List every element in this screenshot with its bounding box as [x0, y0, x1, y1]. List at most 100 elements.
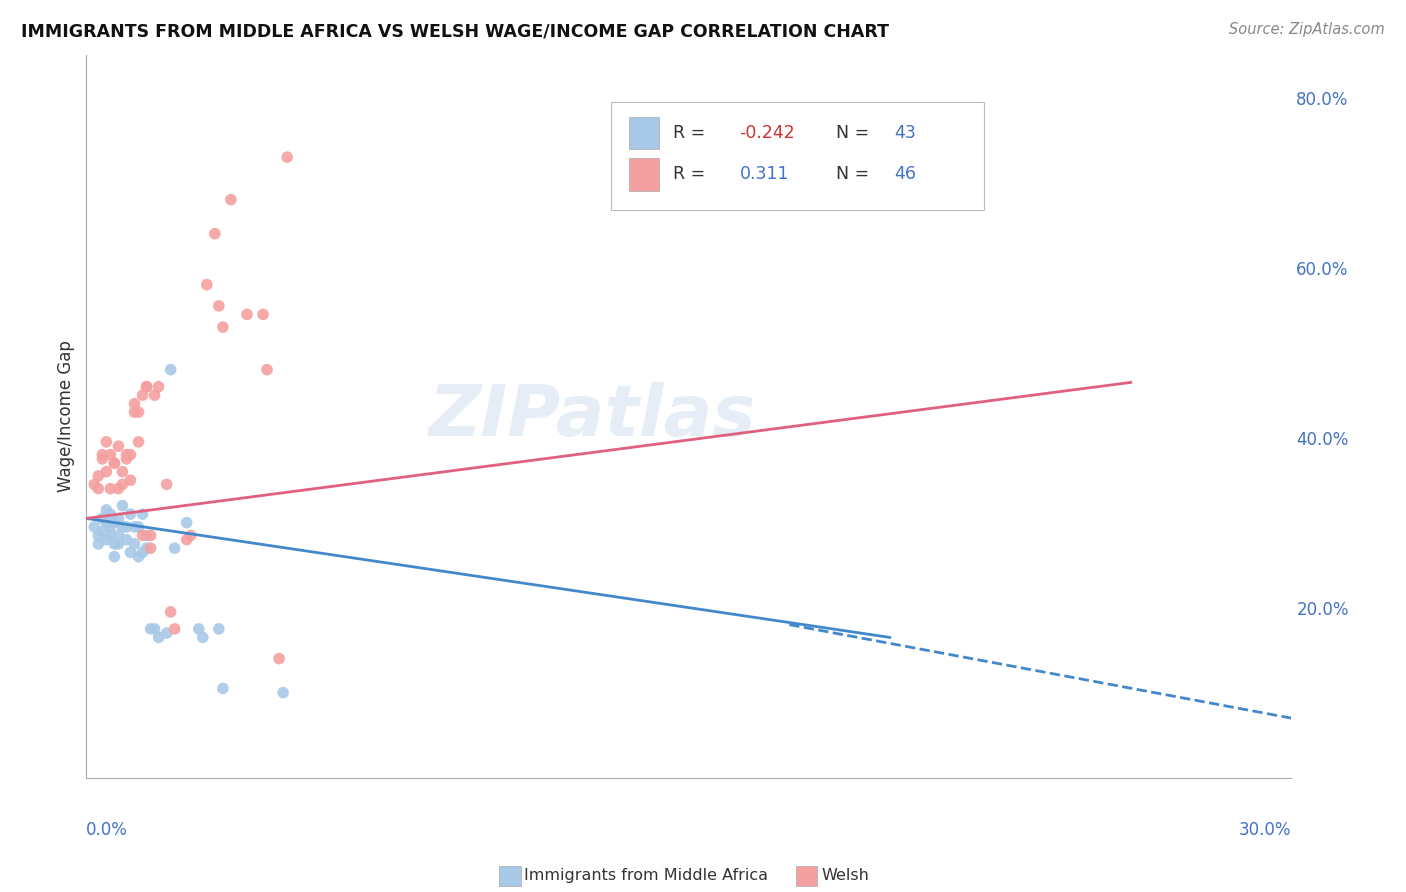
- Point: [115, 448, 138, 462]
- Text: 43: 43: [894, 124, 915, 142]
- Point: [91, 524, 114, 538]
- Point: [276, 150, 298, 164]
- Point: [111, 520, 134, 534]
- Point: [180, 528, 202, 542]
- Point: [143, 388, 166, 402]
- Point: [159, 362, 181, 376]
- Point: [163, 541, 186, 556]
- Text: Welsh: Welsh: [821, 869, 869, 883]
- Point: [96, 533, 118, 547]
- Point: [131, 507, 153, 521]
- Point: [83, 477, 105, 491]
- Point: [111, 465, 134, 479]
- Point: [107, 439, 129, 453]
- Point: [131, 545, 153, 559]
- Point: [236, 307, 259, 321]
- Point: [208, 299, 231, 313]
- Point: [87, 469, 110, 483]
- Point: [128, 434, 150, 449]
- Text: Source: ZipAtlas.com: Source: ZipAtlas.com: [1229, 22, 1385, 37]
- Point: [139, 622, 162, 636]
- Point: [212, 681, 235, 696]
- Point: [107, 528, 129, 542]
- Point: [128, 520, 150, 534]
- Y-axis label: Wage/Income Gap: Wage/Income Gap: [58, 341, 75, 492]
- Point: [96, 516, 118, 530]
- Point: [100, 448, 122, 462]
- Text: 46: 46: [894, 165, 915, 184]
- Point: [124, 537, 146, 551]
- Text: IMMIGRANTS FROM MIDDLE AFRICA VS WELSH WAGE/INCOME GAP CORRELATION CHART: IMMIGRANTS FROM MIDDLE AFRICA VS WELSH W…: [21, 22, 889, 40]
- FancyBboxPatch shape: [610, 102, 984, 211]
- Point: [120, 545, 142, 559]
- Point: [143, 622, 166, 636]
- Point: [204, 227, 226, 241]
- Point: [120, 448, 142, 462]
- Point: [176, 516, 198, 530]
- Point: [128, 549, 150, 564]
- FancyBboxPatch shape: [628, 117, 659, 150]
- Point: [131, 528, 153, 542]
- Point: [124, 520, 146, 534]
- Point: [135, 528, 157, 542]
- Point: [91, 451, 114, 466]
- Point: [100, 507, 122, 521]
- Point: [195, 277, 218, 292]
- Point: [271, 686, 294, 700]
- Point: [115, 520, 138, 534]
- Text: Immigrants from Middle Africa: Immigrants from Middle Africa: [524, 869, 769, 883]
- Point: [208, 622, 231, 636]
- Point: [103, 549, 125, 564]
- Point: [148, 631, 170, 645]
- Point: [212, 320, 235, 334]
- Point: [128, 405, 150, 419]
- Text: N =: N =: [837, 165, 875, 184]
- Point: [111, 477, 134, 491]
- Point: [83, 520, 105, 534]
- Point: [269, 651, 291, 665]
- Point: [156, 477, 179, 491]
- Point: [91, 511, 114, 525]
- Point: [135, 379, 157, 393]
- Text: N =: N =: [837, 124, 875, 142]
- Point: [176, 533, 198, 547]
- Point: [131, 388, 153, 402]
- Point: [100, 528, 122, 542]
- Point: [120, 473, 142, 487]
- Text: 0.0%: 0.0%: [86, 821, 128, 839]
- Point: [115, 451, 138, 466]
- Point: [91, 448, 114, 462]
- FancyBboxPatch shape: [628, 158, 659, 191]
- Point: [156, 626, 179, 640]
- Point: [100, 520, 122, 534]
- Text: R =: R =: [673, 124, 711, 142]
- Text: 0.311: 0.311: [740, 165, 789, 184]
- Point: [96, 465, 118, 479]
- Point: [252, 307, 274, 321]
- Point: [96, 503, 118, 517]
- Point: [87, 528, 110, 542]
- Point: [87, 537, 110, 551]
- Text: R =: R =: [673, 165, 711, 184]
- Point: [159, 605, 181, 619]
- Point: [107, 482, 129, 496]
- Point: [96, 434, 118, 449]
- Point: [187, 622, 209, 636]
- Text: 30.0%: 30.0%: [1239, 821, 1292, 839]
- Point: [191, 631, 214, 645]
- Text: ZIPatlas: ZIPatlas: [429, 382, 756, 450]
- Point: [256, 362, 278, 376]
- Text: -0.242: -0.242: [740, 124, 796, 142]
- Point: [103, 516, 125, 530]
- Point: [139, 528, 162, 542]
- Point: [103, 456, 125, 470]
- Point: [219, 193, 242, 207]
- Point: [103, 456, 125, 470]
- Point: [135, 379, 157, 393]
- Point: [107, 537, 129, 551]
- Point: [87, 482, 110, 496]
- Point: [103, 537, 125, 551]
- Point: [124, 397, 146, 411]
- Point: [100, 482, 122, 496]
- Point: [148, 379, 170, 393]
